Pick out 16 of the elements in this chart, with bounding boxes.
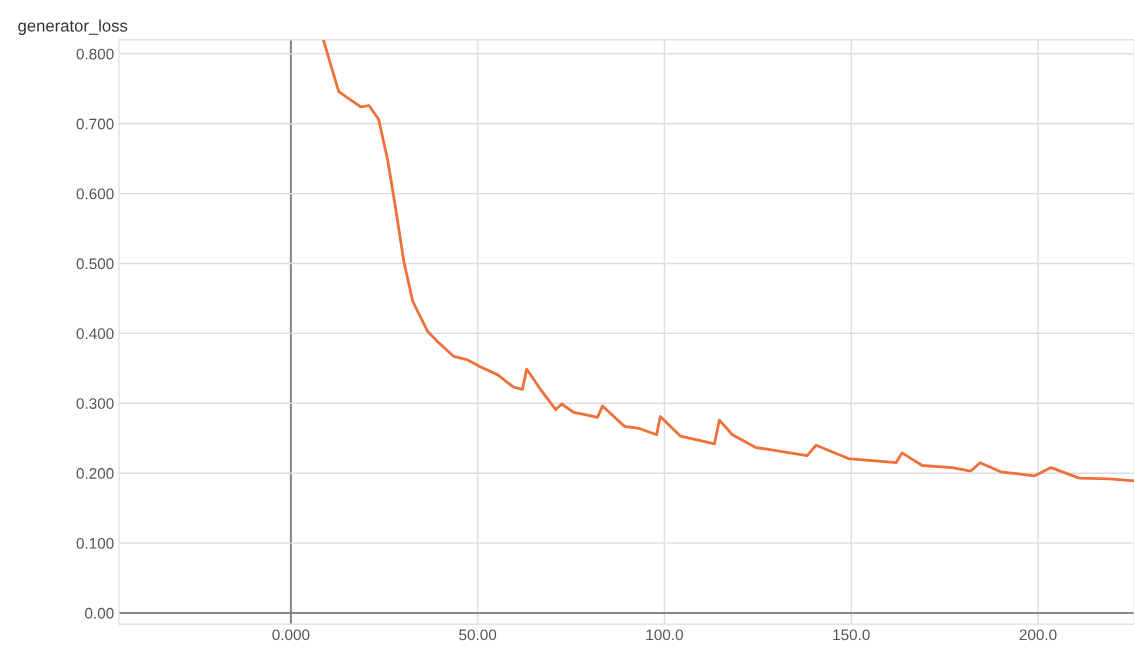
y-tick-label: 0.500 <box>76 258 114 270</box>
line-series <box>322 39 1134 483</box>
y-tick-label: 0.700 <box>76 118 114 130</box>
y-tick-label: 0.100 <box>76 537 114 549</box>
y-tick-label: 0.200 <box>76 468 114 479</box>
y-tick-label: 0.400 <box>76 328 114 340</box>
x-tick-label: 50.00 <box>459 629 497 641</box>
x-tick-label: 200.0 <box>1019 629 1057 641</box>
x-tick-label: 150.0 <box>833 629 870 641</box>
y-tick-label: 0.600 <box>76 188 114 200</box>
x-tick-label: 100.0 <box>646 629 683 641</box>
y-tick-label: 0.800 <box>76 48 114 60</box>
x-tick-label: 0.000 <box>272 629 310 641</box>
y-tick-label: 0.300 <box>76 398 114 409</box>
chart-title: generator_loss <box>18 19 128 35</box>
y-tick-label: 0.00 <box>85 607 114 619</box>
